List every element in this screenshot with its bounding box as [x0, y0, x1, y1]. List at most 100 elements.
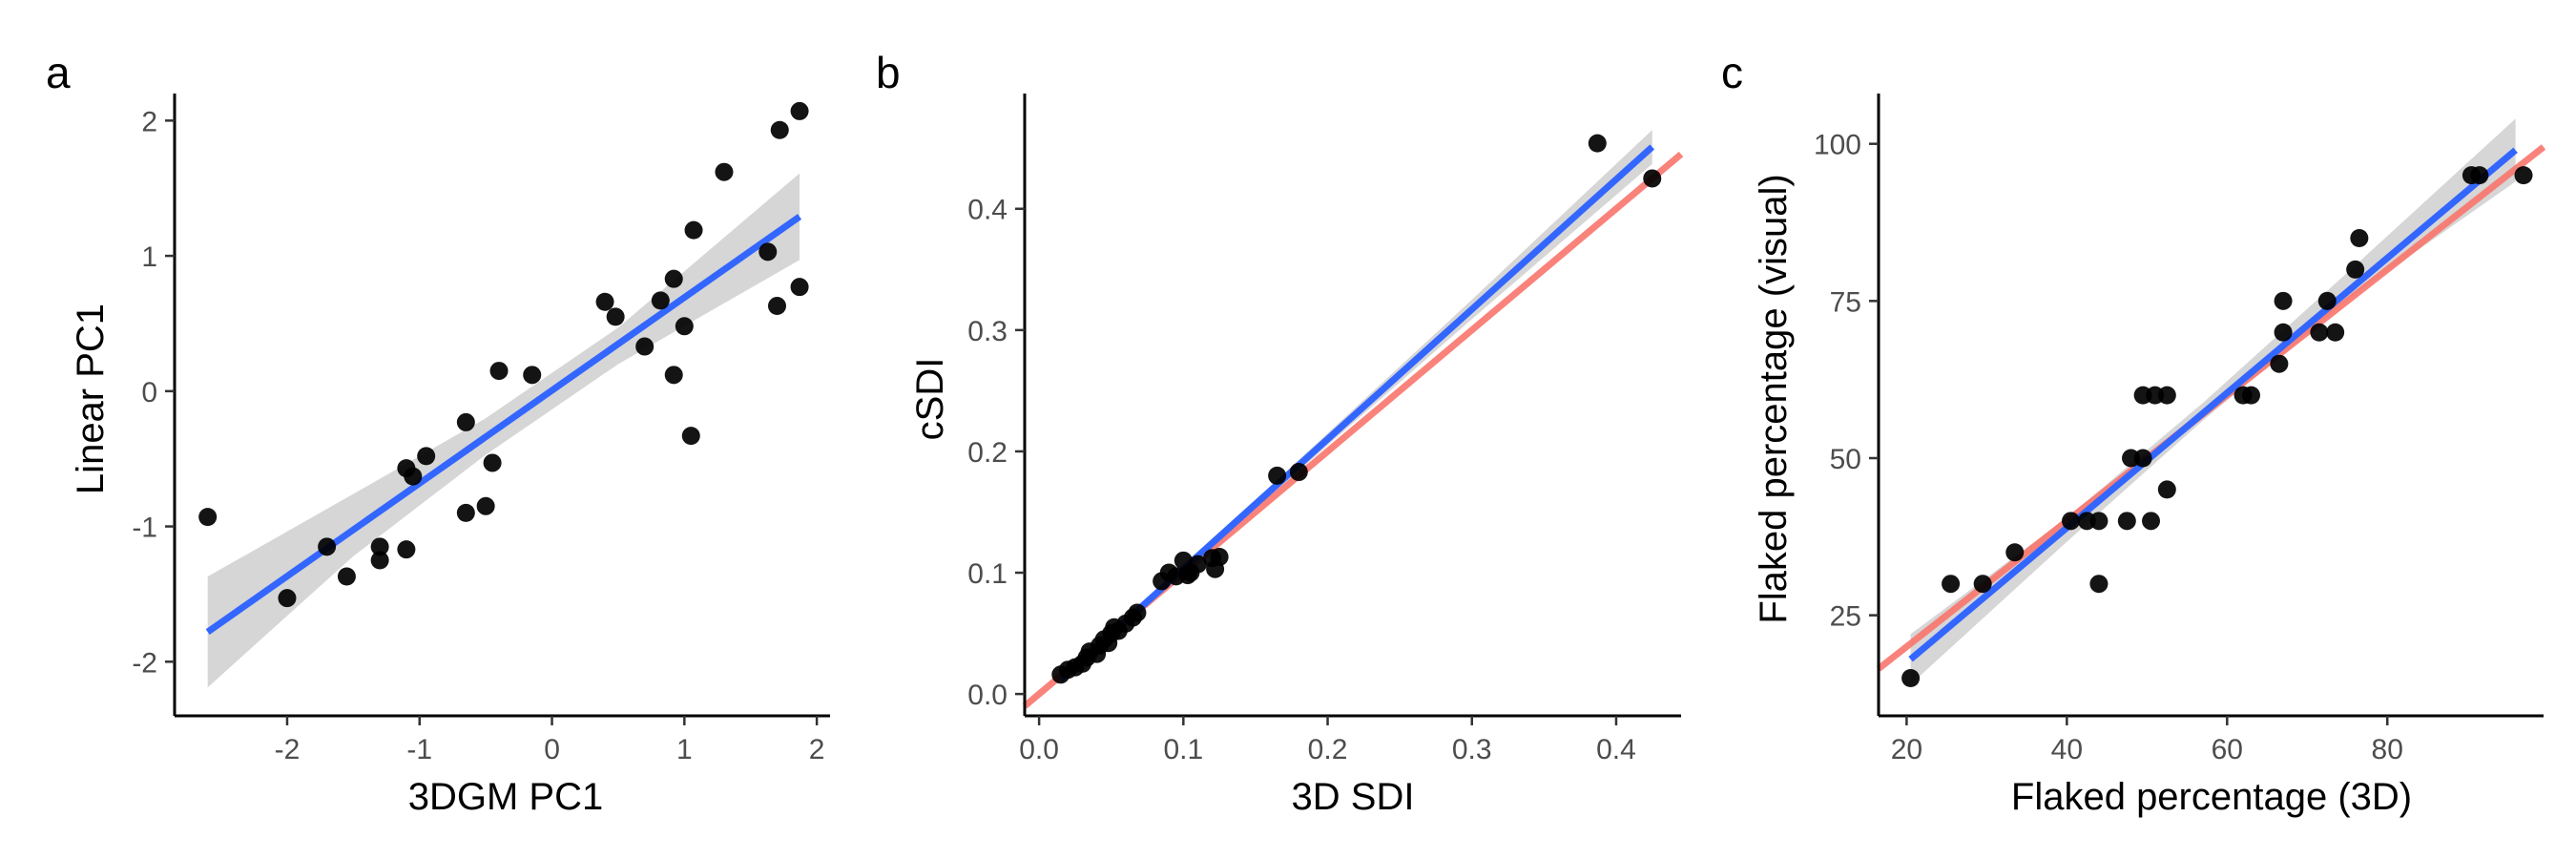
panel-c-regression-line [1908, 147, 2518, 662]
panel-c-fit-layer [1876, 118, 2546, 685]
panel-b-y-tick-label: 0.1 [967, 558, 1008, 590]
panel-a-data-point [523, 366, 542, 385]
panel-a-data-point [397, 540, 416, 559]
panel-a-data-point [770, 120, 789, 139]
panel-c-y-tick-label: 50 [1830, 444, 1861, 475]
panel-c-y-tick-label: 100 [1814, 130, 1861, 161]
panel-a-x-tick-label: 2 [809, 734, 825, 765]
panel-a-data-point [370, 537, 389, 556]
panel-b-x-tick-label: 0.3 [1452, 734, 1492, 765]
panel-a-data-point [715, 162, 734, 181]
panel-a-regression-line [205, 214, 802, 635]
panel-a-confidence-band [207, 173, 800, 688]
panel-c-data-point [2350, 228, 2369, 247]
panel-a-data-point [489, 362, 509, 381]
panel-c-data-point [2089, 512, 2109, 531]
panel-c-data-point [2310, 323, 2329, 342]
panel-a-data-point [456, 412, 475, 431]
panel-c-data-point [2470, 166, 2489, 185]
panel-c-y-tick-label: 25 [1830, 601, 1861, 633]
panel-b-data-point [1128, 603, 1147, 622]
panel-a-data-point [664, 366, 683, 385]
panel-b-y-tick-label: 0.4 [967, 195, 1008, 226]
panel-c-x-axis-title: Flaked percentage (3D) [2011, 776, 2412, 818]
panel-c-data-point [2133, 449, 2152, 468]
panel-a-x-axis-title: 3DGM PC1 [408, 776, 604, 818]
panel-b-x-tick-label: 0.1 [1163, 734, 1203, 765]
panel-c-data-point [2514, 166, 2533, 185]
panel-a-y-tick-label: -1 [132, 513, 157, 544]
panel-c-data-point [2274, 323, 2293, 342]
panel-c-label: c [1721, 48, 1743, 97]
panel-a-data-point [790, 278, 809, 297]
panel-a-data-point [198, 508, 218, 527]
panel-c-data-point [1901, 668, 1921, 687]
panel-b-x-tick-label: 0.0 [1019, 734, 1059, 765]
panel-c-data-point [2062, 512, 2081, 531]
panel-a-x-tick-label: 1 [676, 734, 693, 765]
panel-c-data-point [2274, 291, 2293, 310]
panel-c: c 20 40 60 80 25 50 75 100 Flaked percentage (3… [1721, 48, 2546, 818]
panel-a-y-tick-label: 0 [141, 377, 157, 409]
panel-a-data-point [651, 291, 670, 310]
panel-a-data-point [483, 453, 502, 472]
panel-c-x-tick-label: 20 [1891, 734, 1922, 765]
panel-a-data-point [790, 101, 809, 120]
panel-c-data-point [2089, 575, 2109, 594]
panel-b-label: b [876, 48, 901, 97]
panel-a-x-tick-label: -1 [406, 734, 432, 765]
panel-b: b 0.0 0.1 0.2 0.3 0.40.00.10.20.30.4 3D SDI … [876, 48, 1684, 818]
panel-a-data-point [417, 447, 436, 466]
panel-a: a -2 -1 0 1 2 -2 -1 0 1 2 3DGM PC1 Linear PC1 [46, 48, 830, 818]
panel-a-y-tick-label: -2 [132, 647, 157, 679]
panel-a-axes: -2 -1 0 1 2 -2 -1 0 1 2 [132, 94, 830, 765]
panel-a-x-tick-label: 0 [544, 734, 560, 765]
panel-b-x-tick-label: 0.4 [1596, 734, 1636, 765]
panel-a-data-point [635, 337, 654, 356]
panel-c-x-tick-label: 40 [2051, 734, 2083, 765]
panel-c-y-tick-label: 75 [1830, 286, 1861, 318]
panel-a-y-tick-label: 2 [141, 106, 157, 137]
panel-a-data-point [606, 307, 625, 326]
panel-c-data-point [2346, 260, 2365, 279]
panel-b-data-point [1588, 134, 1607, 153]
panel-c-data-point [2326, 323, 2345, 342]
panel-a-data-point [370, 551, 389, 570]
panel-b-x-tick-label: 0.2 [1308, 734, 1348, 765]
panel-c-y-axis-title: Flaked percentage (visual) [1753, 174, 1795, 623]
panel-a-x-tick-label: -2 [275, 734, 301, 765]
panel-a-data-point [681, 427, 700, 446]
panel-c-data-point [2241, 386, 2260, 405]
panel-c-x-tick-label: 60 [2212, 734, 2243, 765]
panel-b-axes: 0.0 0.1 0.2 0.3 0.4 0.0 0.1 0.2 0.3 0.4 [967, 94, 1681, 765]
panel-a-data-point [664, 269, 683, 288]
panel-a-data-point [404, 467, 423, 486]
panel-a-data-point [675, 317, 694, 336]
panel-a-point-layer [198, 101, 809, 608]
panel-c-data-point [2142, 512, 2161, 531]
panel-b-y-tick-label: 0.3 [967, 316, 1008, 347]
panel-c-data-point [1942, 575, 1961, 594]
panel-b-data-point [1268, 466, 1287, 485]
panel-b-point-layer [1051, 134, 1662, 684]
panel-a-data-point [318, 537, 337, 556]
panel-a-data-point [758, 242, 778, 262]
panel-a-data-point [684, 220, 703, 240]
panel-c-data-point [1973, 575, 1992, 594]
panel-b-y-tick-label: 0.0 [967, 680, 1008, 711]
panel-c-point-layer [1901, 166, 2533, 687]
panel-c-x-tick-label: 80 [2372, 734, 2403, 765]
panel-a-data-point [595, 292, 614, 311]
panel-c-axes: 20 40 60 80 25 50 75 100 [1814, 94, 2544, 765]
panel-a-data-point [278, 589, 297, 608]
panel-b-data-point [1188, 555, 1207, 574]
panel-a-data-point [476, 496, 495, 515]
panel-c-data-point [2270, 354, 2289, 373]
panel-b-x-axis-title: 3D SDI [1292, 776, 1415, 818]
panel-a-fit-layer [205, 173, 802, 688]
panel-a-data-point [456, 503, 475, 522]
panel-a-y-axis-title: Linear PC1 [70, 304, 112, 494]
panel-c-data-point [2005, 543, 2025, 562]
panel-a-y-tick-label: 1 [141, 241, 157, 273]
